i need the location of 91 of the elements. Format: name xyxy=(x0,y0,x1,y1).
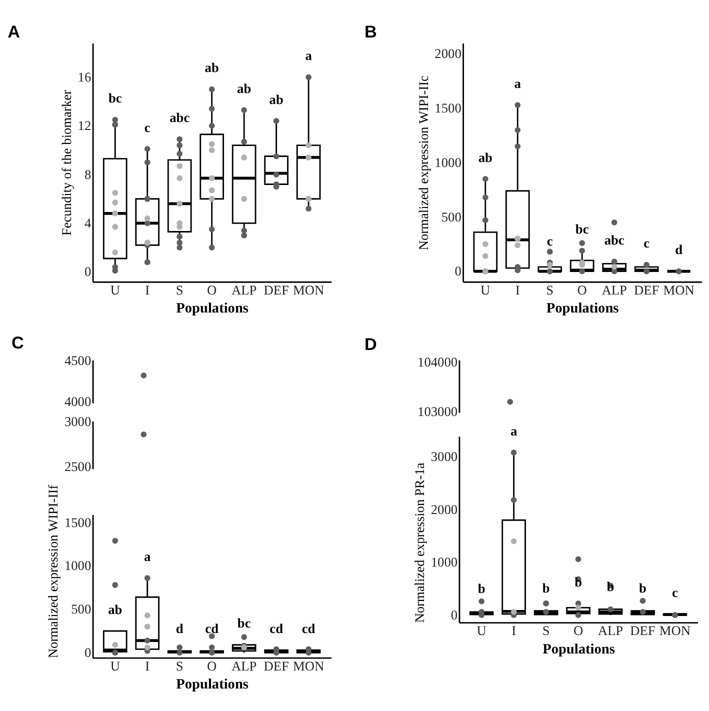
x-tick-label: O xyxy=(207,282,218,298)
annotation: b xyxy=(542,580,550,596)
annotation: a xyxy=(144,548,152,564)
y-tick-label: 3000 xyxy=(64,414,92,430)
y-axis-title: Fecundity of the biomarker xyxy=(59,89,74,236)
x-tick-label: MON xyxy=(292,658,324,674)
x-tick-label: U xyxy=(480,282,491,298)
annotation: a xyxy=(514,76,522,91)
annotation: a xyxy=(305,48,312,63)
x-tick-label: O xyxy=(207,658,218,674)
x-tick-label: S xyxy=(546,282,554,298)
x-tick-label: ALP xyxy=(231,658,257,674)
annotation: d xyxy=(675,242,684,258)
x-tick-label: MON xyxy=(292,282,324,298)
annotation: ab xyxy=(478,150,492,165)
x-tick-label: MON xyxy=(663,282,695,298)
annotation: cd xyxy=(302,620,316,636)
y-tick-label: 1500 xyxy=(64,514,92,530)
y-tick-label: 0 xyxy=(450,607,458,622)
annotation: b xyxy=(639,580,646,596)
x-tick-label: I xyxy=(145,282,150,298)
x-tick-label: MON xyxy=(659,623,691,638)
y-tick-label: 1500 xyxy=(434,100,462,116)
chart-title: B xyxy=(364,21,377,42)
x-tick-label: DEF xyxy=(264,658,289,674)
y-tick-label: 104000 xyxy=(418,354,458,370)
x-tick-label: DEF xyxy=(630,623,656,638)
y-tick-label: 1000 xyxy=(64,558,92,574)
x-tick-label: O xyxy=(577,282,588,298)
y-tick-label: 4500 xyxy=(64,353,92,368)
x-tick-label: U xyxy=(110,658,120,674)
x-tick-label: I xyxy=(515,282,520,298)
x-tick-label: ALP xyxy=(602,282,627,298)
annotation: ab xyxy=(204,60,219,76)
annotation: bc xyxy=(237,616,251,631)
x-tick-label: I xyxy=(145,658,150,674)
annotation: cd xyxy=(270,620,284,636)
x-axis-title: Populations xyxy=(546,300,620,317)
annotation: ab xyxy=(269,92,284,107)
annotation: c xyxy=(644,236,650,251)
x-tick-label: DEF xyxy=(634,282,660,298)
y-tick-label: 500 xyxy=(71,602,92,617)
y-tick-label: 8 xyxy=(84,166,92,182)
annotation: c xyxy=(144,120,150,135)
y-tick-label: 0 xyxy=(454,264,462,279)
y-tick-label: 2500 xyxy=(64,459,92,474)
x-tick-label: U xyxy=(110,282,120,298)
annotation: cd xyxy=(205,620,220,636)
annotation: b xyxy=(606,579,614,594)
x-tick-label: DEF xyxy=(264,282,289,298)
annotation: abc xyxy=(170,110,190,126)
annotation: c xyxy=(546,233,553,248)
y-tick-label: 500 xyxy=(441,209,462,224)
y-axis-title: Normalized expression PR-1a xyxy=(412,462,428,623)
annotation: bc xyxy=(575,221,589,236)
chart-title: C xyxy=(11,332,24,352)
y-tick-label: 16 xyxy=(78,69,92,84)
annotation: d xyxy=(176,620,184,636)
y-tick-label: 1000 xyxy=(430,554,458,570)
x-tick-label: S xyxy=(176,282,184,298)
x-tick-label: O xyxy=(573,623,584,638)
x-tick-label: ALP xyxy=(231,282,257,298)
chart-title: D xyxy=(364,334,377,354)
x-tick-label: U xyxy=(476,623,487,638)
annotation: b xyxy=(478,581,486,596)
y-tick-label: 2000 xyxy=(434,46,462,62)
annotation: c xyxy=(672,584,678,600)
y-tick-label: 0 xyxy=(84,644,92,660)
x-tick-label: S xyxy=(176,658,184,674)
y-tick-label: 4 xyxy=(84,216,92,231)
y-tick-label: 103000 xyxy=(418,404,458,419)
chart-title: A xyxy=(8,21,20,42)
x-axis-title: Populations xyxy=(176,676,249,693)
annotation: ab xyxy=(108,602,122,617)
y-tick-label: 4000 xyxy=(64,394,92,409)
x-tick-label: I xyxy=(512,623,516,638)
annotation: ab xyxy=(237,80,252,96)
y-tick-label: 12 xyxy=(78,118,92,134)
y-tick-label: 0 xyxy=(84,264,92,280)
y-axis-title: Normalized expression WIPI-IIc xyxy=(416,75,431,250)
y-tick-label: 1000 xyxy=(434,154,462,170)
y-axis-title: Normalized expression WIPI-IIf xyxy=(46,484,61,658)
annotation: bc xyxy=(108,90,122,106)
x-tick-label: ALP xyxy=(598,623,624,638)
annotation: abc xyxy=(604,232,624,248)
x-axis-title: Populations xyxy=(542,641,616,658)
y-tick-label: 2000 xyxy=(430,502,458,517)
x-tick-label: S xyxy=(542,623,550,638)
annotation: a xyxy=(510,423,518,438)
x-axis-title: Populations xyxy=(176,300,249,317)
y-tick-label: 3000 xyxy=(430,449,458,464)
